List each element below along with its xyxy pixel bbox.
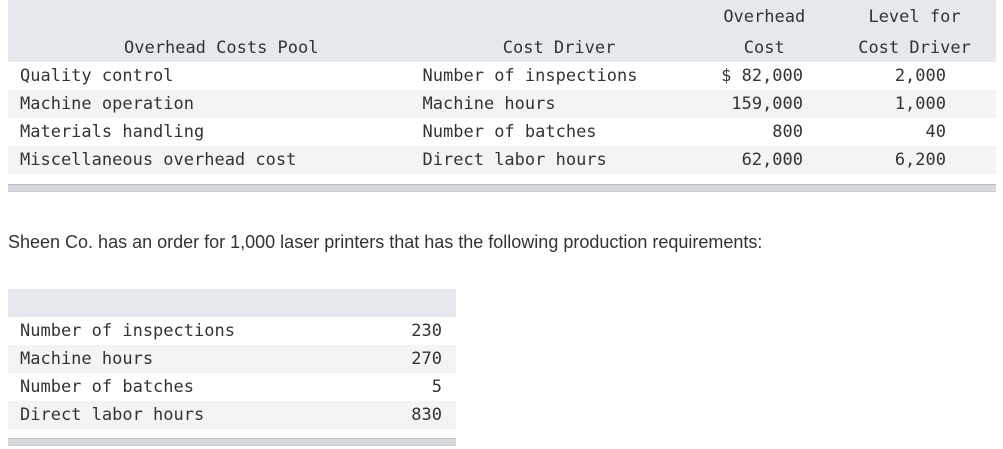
- cost-cell: 62,000: [741, 150, 804, 170]
- requirement-value: 270: [411, 349, 442, 369]
- requirement-label: Direct labor hours: [20, 405, 205, 425]
- cost-cell: 159,000: [731, 94, 804, 114]
- header-level-line2: Cost Driver: [858, 38, 971, 58]
- cost-cell: $ 82,000: [721, 66, 804, 86]
- table-row: Materials handling Number of batches 800…: [8, 118, 996, 146]
- driver-cell: Direct labor hours: [422, 150, 607, 170]
- level-cell: 40: [925, 122, 946, 142]
- table-row: Machine hours 270: [8, 345, 456, 373]
- driver-cell: Machine hours: [422, 94, 556, 114]
- table-row: Number of inspections 230: [8, 317, 456, 345]
- pool-cell: Machine operation: [20, 94, 194, 114]
- problem-statement: Sheen Co. has an order for 1,000 laser p…: [8, 232, 763, 252]
- pool-cell: Quality control: [20, 66, 174, 86]
- header-row-bottom: Overhead Costs Pool Cost Driver Cost Cos…: [8, 34, 996, 62]
- requirement-value: 830: [411, 405, 442, 425]
- overhead-cost-table: Overhead Level for Overhead Costs Pool C…: [8, 0, 996, 174]
- table-row: Machine operation Machine hours 159,000 …: [8, 90, 996, 118]
- header-pool: Overhead Costs Pool: [124, 38, 319, 58]
- header-driver: Cost Driver: [502, 38, 616, 58]
- table-row: Number of batches 5: [8, 373, 456, 401]
- table-row: Direct labor hours 830: [8, 401, 456, 429]
- pool-cell: Materials handling: [20, 122, 205, 142]
- requirement-label: Number of batches: [20, 377, 194, 397]
- driver-cell: Number of batches: [422, 122, 597, 142]
- requirement-value: 230: [411, 321, 442, 341]
- header-level-line1: Level for: [868, 7, 961, 27]
- table-row: Quality control Number of inspections $ …: [8, 62, 996, 90]
- header-row-top: Overhead Level for: [8, 0, 996, 34]
- requirements-table: Number of inspections 230 Machine hours …: [8, 289, 456, 429]
- table-scrollbar[interactable]: [8, 184, 996, 192]
- requirement-label: Machine hours: [20, 349, 154, 369]
- table-row: Miscellaneous overhead cost Direct labor…: [8, 146, 996, 174]
- pool-cell: Miscellaneous overhead cost: [20, 150, 297, 170]
- requirement-label: Number of inspections: [20, 321, 235, 341]
- header-cost-line2: Cost: [743, 38, 785, 58]
- requirements-header-row: [8, 289, 456, 317]
- level-cell: 2,000: [894, 66, 946, 86]
- cost-cell: 800: [772, 122, 804, 142]
- header-cost-line1: Overhead: [723, 7, 806, 27]
- driver-cell: Number of inspections: [422, 66, 638, 86]
- requirement-value: 5: [431, 377, 442, 397]
- level-cell: 6,200: [894, 150, 946, 170]
- requirements-scrollbar[interactable]: [8, 438, 456, 446]
- level-cell: 1,000: [894, 94, 946, 114]
